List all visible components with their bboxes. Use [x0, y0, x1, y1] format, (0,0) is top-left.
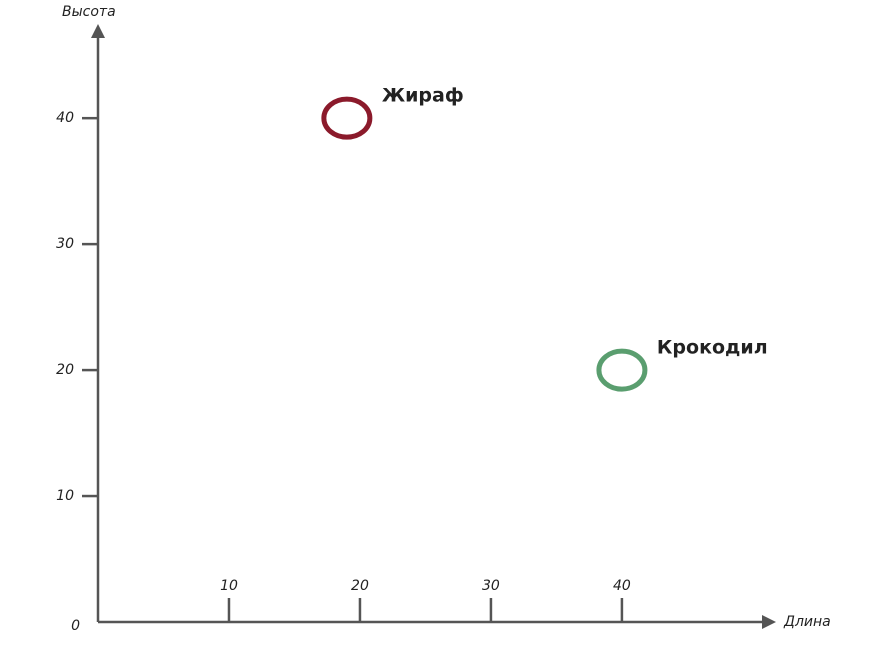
y-axis-arrow: [91, 24, 105, 38]
point: [596, 348, 648, 392]
x-tick-label: 10: [220, 578, 238, 594]
y-tick-label: 10: [56, 488, 74, 504]
y-tick-label: 30: [56, 236, 74, 252]
point-label: Крокодил: [657, 337, 768, 359]
point: [321, 96, 373, 140]
x-tick-label: 20: [351, 578, 369, 594]
point-label: Жираф: [382, 85, 464, 107]
y-axis-label: Высота: [62, 4, 116, 20]
y-tick-label: 20: [56, 362, 74, 378]
x-tick-label: 40: [613, 578, 631, 594]
x-axis-arrow: [762, 615, 776, 629]
x-axis-label: Длина: [783, 614, 831, 630]
y-tick-label: 0: [71, 618, 80, 634]
y-tick-label: 40: [56, 110, 74, 126]
x-tick-label: 30: [482, 578, 500, 594]
